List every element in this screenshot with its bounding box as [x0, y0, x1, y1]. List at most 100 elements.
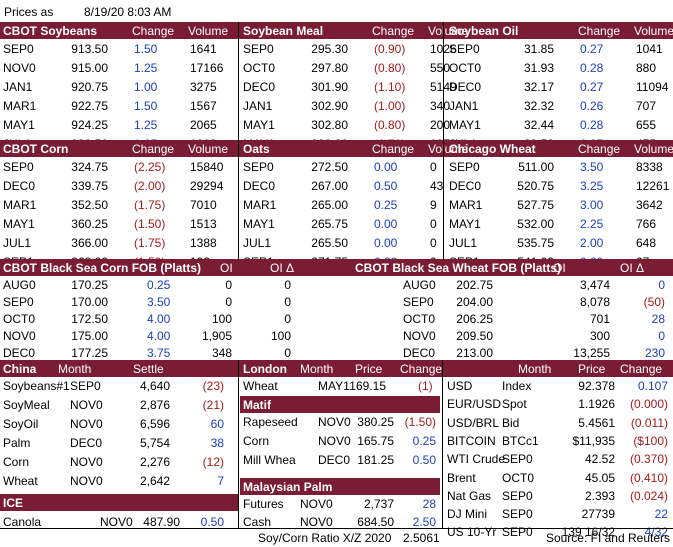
volume-value: 655 — [636, 118, 657, 132]
contract-month: JAN1 — [3, 80, 33, 94]
open-interest: 8,078 — [579, 295, 610, 309]
change-header: Change — [372, 24, 415, 38]
volume-value: 1567 — [190, 99, 217, 113]
price: 295.30 — [311, 42, 348, 56]
contract-month: Index — [502, 379, 532, 393]
commodity-name: Corn — [243, 434, 270, 448]
contract-month: BTCc1 — [502, 433, 539, 448]
change-value: 28 — [422, 497, 436, 511]
section-title: CBOT Soybeans — [3, 24, 98, 38]
volume-value: 8338 — [636, 160, 663, 174]
price: 170.25 — [71, 278, 108, 292]
divider-bottom-left — [238, 360, 239, 528]
open-interest: 1,905 — [201, 329, 232, 343]
change-header: Change — [578, 142, 621, 156]
header-bar-black-sea — [0, 259, 673, 276]
price: 301.90 — [311, 80, 348, 94]
price: 366.00 — [71, 236, 108, 250]
volume-value: 766 — [636, 217, 657, 231]
change-value: 0.00 — [374, 160, 398, 174]
change-value: 0.50 — [200, 515, 224, 529]
price: 684.50 — [357, 515, 394, 529]
contract-month: DEC0 — [318, 453, 351, 467]
change-value: 0.00 — [374, 217, 398, 231]
change-value: 60 — [210, 417, 224, 431]
open-interest-change: 100 — [270, 329, 291, 343]
volume-header: Volume — [634, 142, 673, 156]
contract-month: DEC0 — [403, 346, 436, 360]
change-value: 0.27 — [580, 80, 604, 94]
contract-month: SEP0 — [3, 160, 34, 174]
contract-month: NOV0 — [70, 417, 103, 431]
open-interest-change: 0 — [658, 329, 665, 343]
change-value: (0.410) — [629, 470, 668, 485]
price-header: Price — [578, 362, 606, 376]
divider-right — [443, 22, 444, 260]
change-value: (12) — [202, 455, 224, 469]
price: 209.50 — [456, 329, 493, 343]
contract-month: SEP0 — [70, 379, 101, 393]
open-interest-change: 28 — [651, 312, 665, 326]
oi-change-header: OI Δ — [620, 261, 645, 275]
change-value: 0.25 — [374, 198, 398, 212]
volume-header: Volume — [634, 24, 673, 38]
section-title: Oats — [243, 142, 270, 156]
contract-month: MAY1 — [243, 118, 275, 132]
commodity-name: Cash — [243, 515, 272, 529]
open-interest: 3,474 — [579, 278, 610, 292]
price: 42.52 — [584, 452, 615, 467]
volume-value: 12261 — [636, 179, 670, 193]
change-value: 2.25 — [580, 217, 604, 231]
change-value: 0.107 — [637, 379, 668, 393]
volume-value: 1388 — [190, 236, 217, 250]
change-value: 0.50 — [374, 179, 398, 193]
change-header: Change — [578, 24, 621, 38]
change-value: (2.00) — [134, 179, 166, 193]
volume-header: Volume — [188, 142, 229, 156]
header-bar-row1 — [0, 22, 673, 39]
contract-month: NOV0 — [70, 455, 103, 469]
price: 172.50 — [71, 312, 108, 326]
contract-month: AUG0 — [3, 278, 36, 292]
volume-value: 880 — [636, 61, 657, 75]
contract-month: NOV0 — [70, 474, 103, 488]
ratio-label: Soy/Corn Ratio X/Z 2020 — [258, 531, 392, 545]
change-value: (0.90) — [374, 42, 406, 56]
contract-month: NOV0 — [300, 515, 333, 529]
price: 2,737 — [363, 497, 394, 511]
price: 380.25 — [357, 415, 394, 429]
contract-month: MAR1 — [3, 99, 37, 113]
contract-month: NOV0 — [318, 415, 351, 429]
volume-value: 0 — [430, 236, 437, 250]
section-title: CBOT Corn — [3, 142, 69, 156]
contract-month: MAY1 — [3, 217, 35, 231]
change-value: 2.00 — [580, 236, 604, 250]
change-value: 1.25 — [134, 61, 158, 75]
change-value: 0.00 — [374, 236, 398, 250]
volume-value: 2065 — [190, 118, 217, 132]
contract-month: SEP0 — [3, 295, 34, 309]
contract-month: SEP0 — [403, 295, 434, 309]
market-name: BITCOIN — [447, 433, 496, 448]
price: 535.75 — [517, 236, 554, 250]
contract-month: DEC0 — [449, 179, 482, 193]
change-value: (23) — [202, 379, 224, 393]
source-note: Source: FI and Reuters — [545, 531, 670, 545]
change-value: 1.50 — [134, 99, 158, 113]
price: 165.75 — [357, 434, 394, 448]
contract-month: NOV0 — [100, 515, 133, 529]
volume-value: 648 — [636, 236, 657, 250]
contract-month: AUG0 — [403, 278, 436, 292]
market-name: DJ Mini — [447, 507, 488, 522]
price-header: Price — [355, 362, 383, 376]
contract-month: DEC0 — [243, 80, 276, 94]
price: 915.00 — [71, 61, 108, 75]
price: 45.05 — [584, 470, 615, 485]
change-header: Change — [620, 362, 663, 376]
prices-as-label: Prices as — [4, 5, 54, 19]
contract-month: MAY1 — [449, 118, 481, 132]
change-value: 0.27 — [580, 42, 604, 56]
price: $11,935 — [572, 433, 616, 448]
contract-month: NOV0 — [3, 329, 36, 343]
change-value: 3.50 — [580, 160, 604, 174]
